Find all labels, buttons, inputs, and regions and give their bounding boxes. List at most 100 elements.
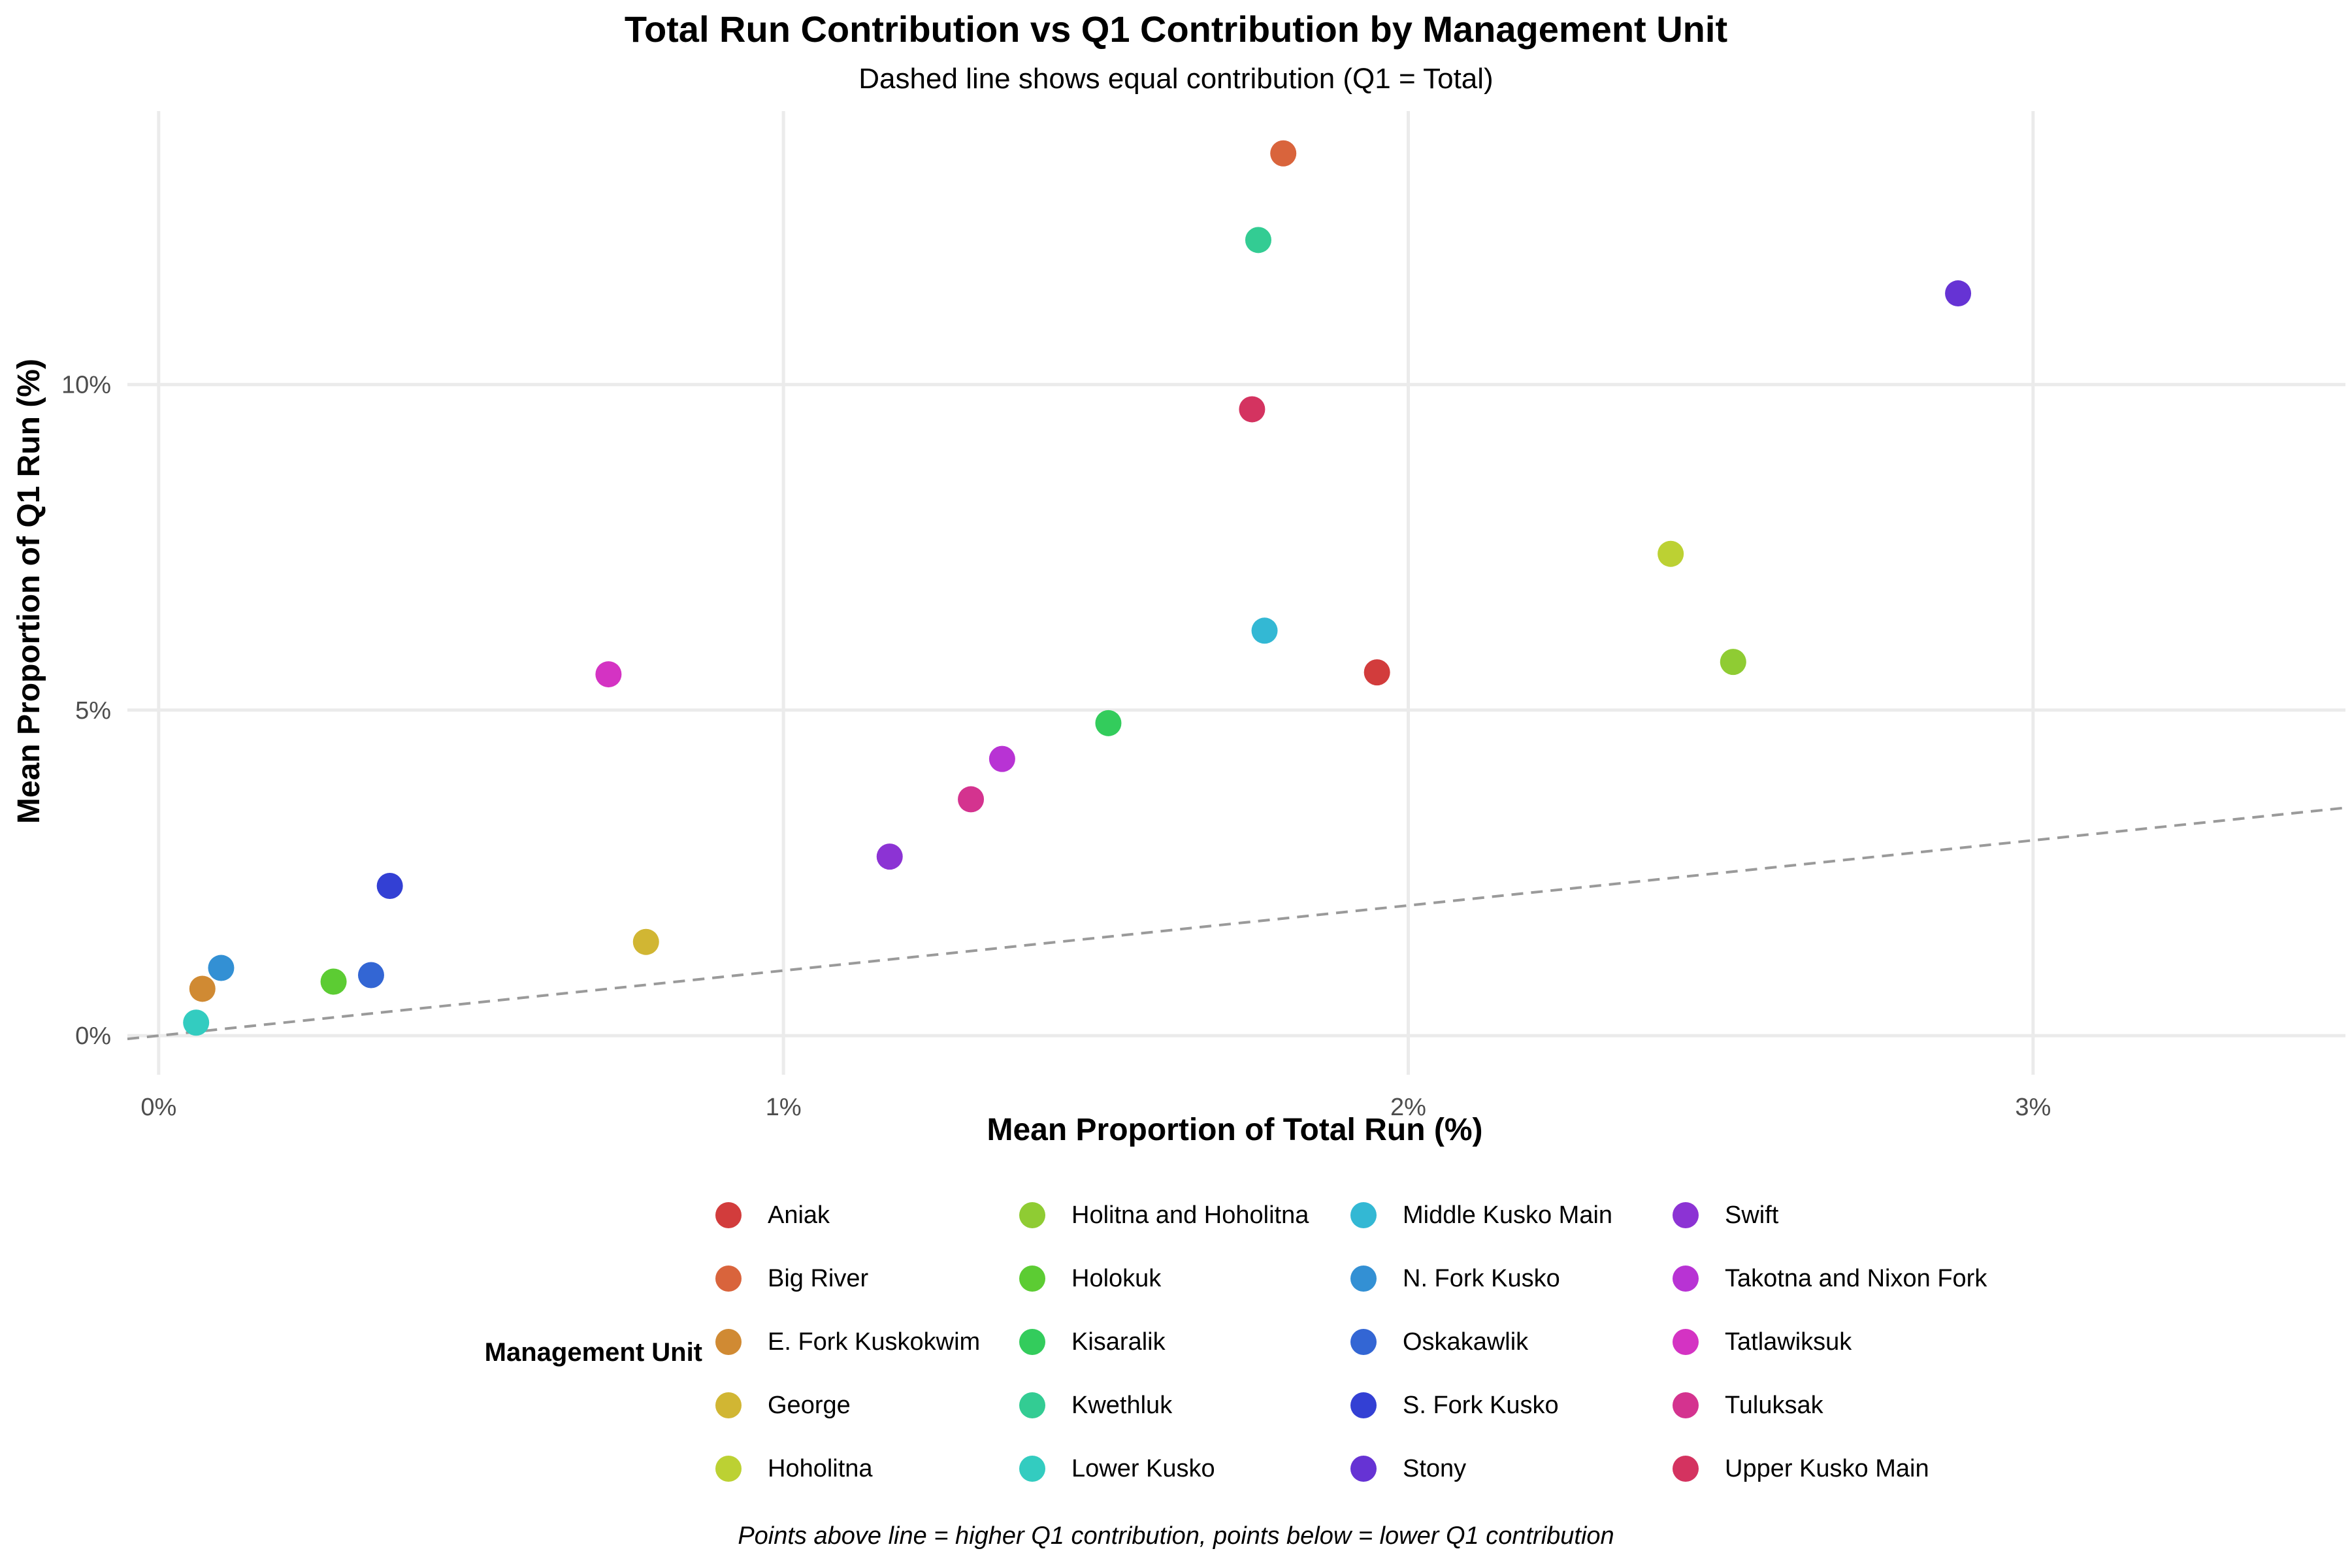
legend-marker xyxy=(1673,1392,1699,1418)
x-tick-label: 1% xyxy=(766,1094,802,1121)
legend-label: Tuluksak xyxy=(1725,1391,1823,1419)
legend-item: Holokuk xyxy=(1019,1259,1161,1298)
legend-marker xyxy=(1673,1266,1699,1292)
y-axis-title: Mean Proportion of Q1 Run (%) xyxy=(12,359,46,824)
data-point xyxy=(595,661,622,688)
legend-marker xyxy=(715,1456,742,1482)
reference-line-layer xyxy=(127,806,2346,1041)
legend-marker xyxy=(1019,1392,1045,1418)
data-point xyxy=(1945,280,1972,307)
legend-marker xyxy=(1019,1266,1045,1292)
data-point xyxy=(988,745,1015,772)
legend-marker xyxy=(715,1202,742,1228)
scatter-plot: 0% 1% 2% 3% 0% 5% 10% Mean Proportion of Total… xyxy=(12,111,2346,1147)
data-point xyxy=(1239,396,1266,423)
legend-label: Upper Kusko Main xyxy=(1725,1454,1929,1482)
legend-marker xyxy=(1350,1202,1377,1228)
data-point xyxy=(189,975,216,1002)
legend-label: Kwethluk xyxy=(1071,1391,1173,1419)
legend-label: Aniak xyxy=(768,1201,830,1229)
legend-label: Tatlawiksuk xyxy=(1725,1328,1852,1356)
y-tick-label: 5% xyxy=(75,697,111,725)
legend-item: Oskakawlik xyxy=(1350,1322,1528,1362)
legend-item: Kwethluk xyxy=(1019,1386,1172,1425)
legend-marker xyxy=(1019,1329,1045,1355)
legend-item: Lower Kusko xyxy=(1019,1449,1215,1488)
legend-label: Hoholitna xyxy=(768,1454,873,1482)
legend-label: Holokuk xyxy=(1071,1264,1162,1292)
tick-labels: 0% 1% 2% 3% 0% 5% 10% xyxy=(61,372,2051,1121)
legend-label: Lower Kusko xyxy=(1071,1454,1215,1482)
data-point xyxy=(876,843,903,870)
legend-item: Big River xyxy=(715,1259,868,1298)
data-point xyxy=(1245,227,1271,253)
legend-item: Swift xyxy=(1673,1196,1778,1235)
data-point xyxy=(1364,659,1390,686)
data-point xyxy=(320,968,347,995)
legend-label: N. Fork Kusko xyxy=(1403,1264,1560,1292)
x-axis-title: Mean Proportion of Total Run (%) xyxy=(987,1113,1482,1147)
legend-item: Holitna and Hoholitna xyxy=(1019,1196,1309,1235)
legend-label: Middle Kusko Main xyxy=(1403,1201,1613,1229)
legend-label: Kisaralik xyxy=(1071,1328,1166,1356)
legend-marker xyxy=(1673,1329,1699,1355)
legend-item: Tuluksak xyxy=(1673,1386,1823,1425)
legend-item: Middle Kusko Main xyxy=(1350,1196,1612,1235)
chart-caption: Points above line = higher Q1 contributi… xyxy=(738,1522,1614,1550)
chart-subtitle: Dashed line shows equal contribution (Q1… xyxy=(858,63,1494,95)
data-point xyxy=(1251,617,1278,644)
legend-marker xyxy=(1350,1392,1377,1418)
legend-item: Takotna and Nixon Fork xyxy=(1673,1259,1987,1298)
data-points xyxy=(183,140,1972,1036)
legend-label: Holitna and Hoholitna xyxy=(1071,1201,1309,1229)
legend-label: Oskakawlik xyxy=(1403,1328,1529,1356)
grid-lines xyxy=(127,111,2345,1075)
legend-title: Management Unit xyxy=(484,1337,702,1367)
legend-item: Tatlawiksuk xyxy=(1673,1322,1852,1362)
legend-item: Stony xyxy=(1350,1449,1466,1488)
legend-item: Hoholitna xyxy=(715,1449,873,1488)
data-point xyxy=(1658,540,1684,567)
x-tick-label: 2% xyxy=(1390,1094,1426,1121)
legend-label: Stony xyxy=(1403,1454,1467,1482)
x-tick-label: 0% xyxy=(140,1094,176,1121)
legend-label: Swift xyxy=(1725,1201,1779,1229)
x-tick-label: 3% xyxy=(2015,1094,2051,1121)
data-point xyxy=(357,962,384,988)
legend-label: George xyxy=(768,1391,851,1419)
legend-marker xyxy=(1673,1202,1699,1228)
legend-item: George xyxy=(715,1386,851,1425)
y-tick-label: 0% xyxy=(75,1022,111,1050)
legend-marker xyxy=(1019,1456,1045,1482)
data-point xyxy=(208,955,235,981)
legend-label: Big River xyxy=(768,1264,869,1292)
data-point xyxy=(958,786,985,813)
legend-item: S. Fork Kusko xyxy=(1350,1386,1559,1425)
data-point xyxy=(1270,140,1297,167)
legend-marker xyxy=(1019,1202,1045,1228)
legend-marker xyxy=(715,1329,742,1355)
data-point xyxy=(1720,649,1746,676)
chart-title: Total Run Contribution vs Q1 Contributio… xyxy=(624,8,1728,50)
legend-marker xyxy=(715,1392,742,1418)
y-tick-label: 10% xyxy=(61,372,111,399)
equal-contribution-line xyxy=(127,806,2346,1041)
legend-item: E. Fork Kuskokwim xyxy=(715,1322,980,1362)
data-point xyxy=(183,1009,210,1036)
data-point xyxy=(632,928,659,955)
data-point xyxy=(376,872,403,899)
legend-marker xyxy=(1350,1329,1377,1355)
legend-item: Upper Kusko Main xyxy=(1673,1449,1929,1488)
legend-marker xyxy=(715,1266,742,1292)
legend-item: N. Fork Kusko xyxy=(1350,1259,1560,1298)
legend-label: S. Fork Kusko xyxy=(1403,1391,1559,1419)
legend-marker xyxy=(1350,1266,1377,1292)
legend-marker xyxy=(1350,1456,1377,1482)
data-point xyxy=(1095,710,1122,736)
legend-item: Kisaralik xyxy=(1019,1322,1166,1362)
legend-marker xyxy=(1673,1456,1699,1482)
legend-label: Takotna and Nixon Fork xyxy=(1725,1264,1987,1292)
legend-item: Aniak xyxy=(715,1196,830,1235)
legend: Management Unit Aniak Big River E. Fork Ku… xyxy=(470,1189,2038,1516)
legend-label: E. Fork Kuskokwim xyxy=(768,1328,981,1356)
